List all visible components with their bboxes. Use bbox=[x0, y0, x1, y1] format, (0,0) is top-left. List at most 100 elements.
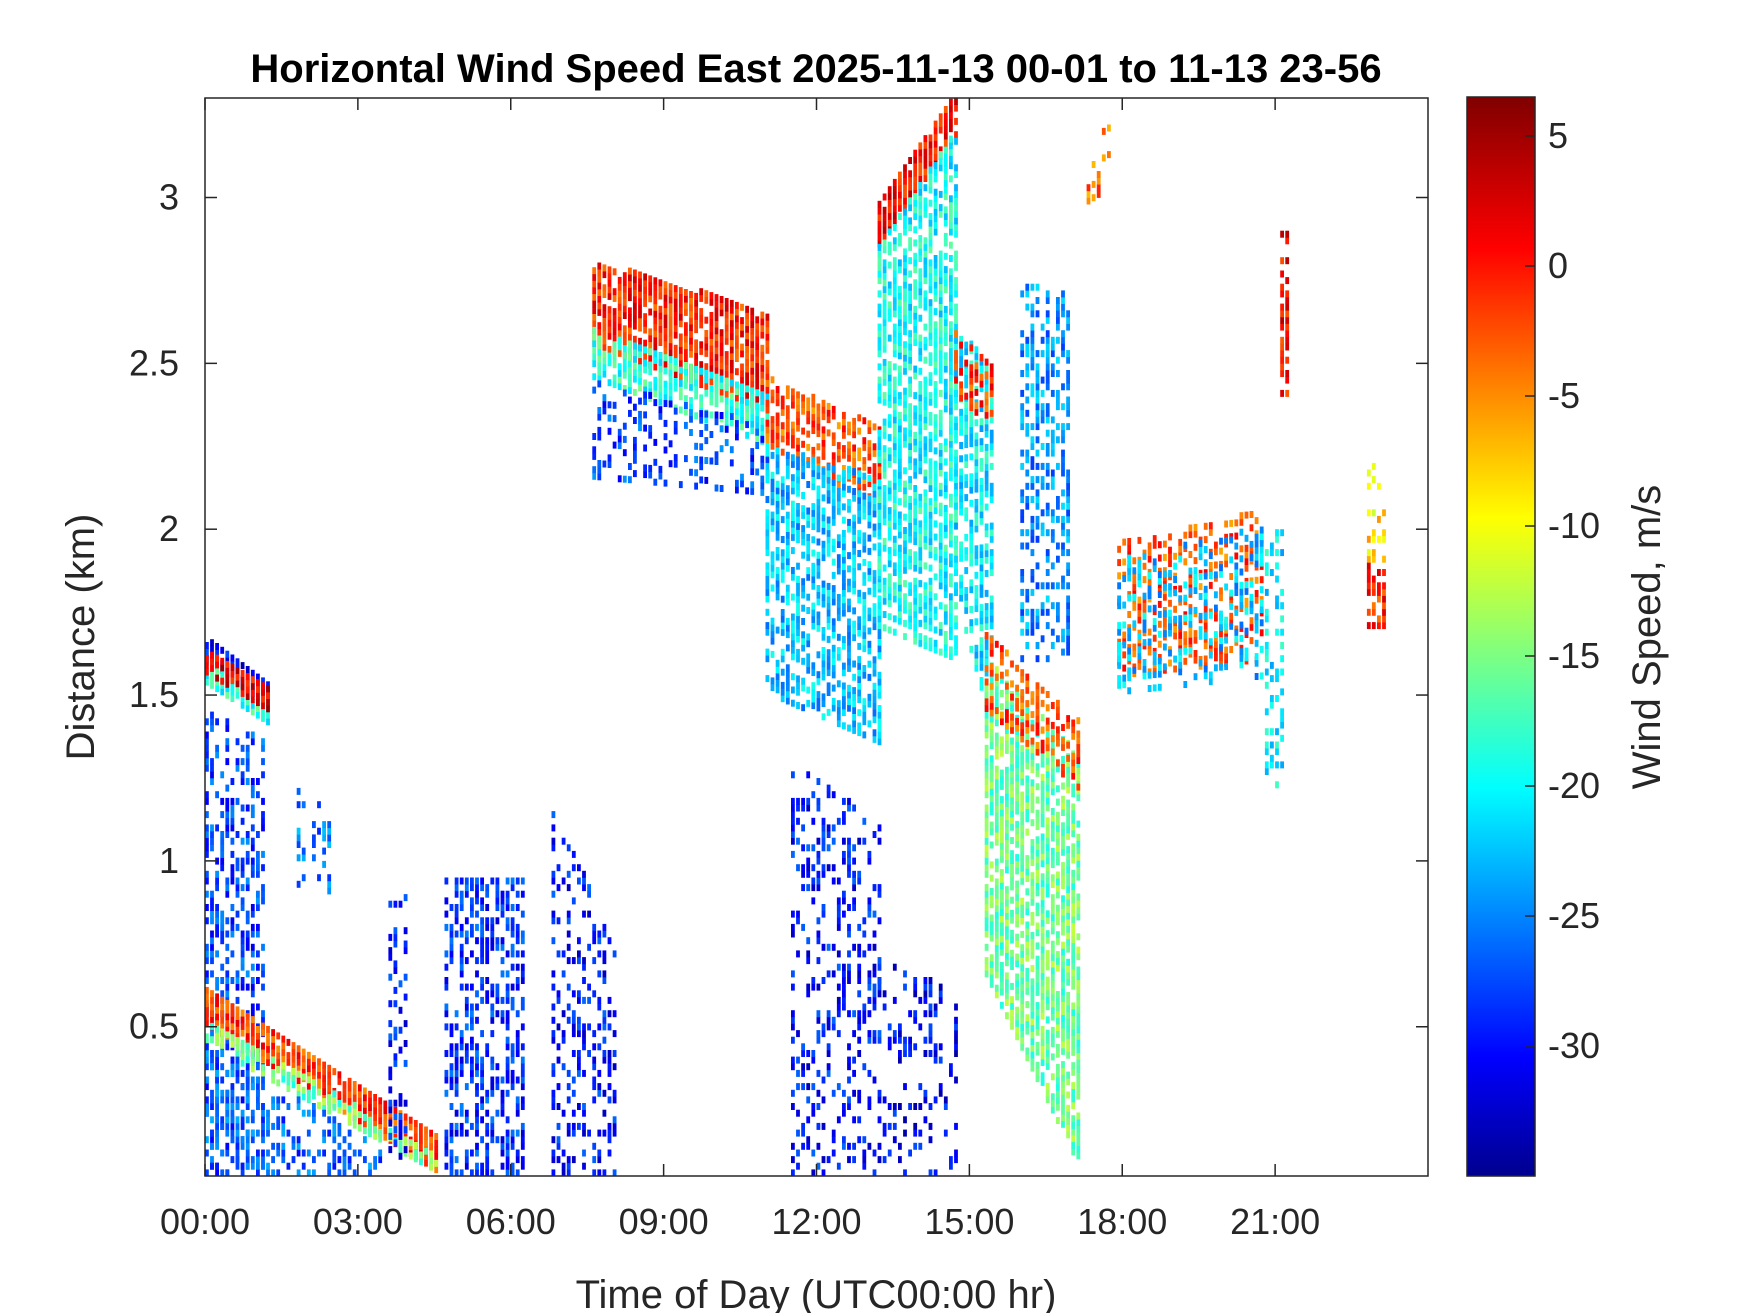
heatmap-cell bbox=[230, 1089, 235, 1097]
heatmap-cell bbox=[699, 374, 704, 382]
heatmap-cell bbox=[500, 1096, 505, 1104]
heatmap-cell bbox=[495, 897, 500, 905]
heatmap-cell bbox=[449, 1063, 454, 1071]
heatmap-cell bbox=[877, 890, 882, 898]
heatmap-cell bbox=[872, 1003, 877, 1011]
heatmap-cell bbox=[908, 376, 912, 384]
heatmap-cell bbox=[903, 308, 907, 316]
heatmap-cell bbox=[964, 381, 969, 389]
heatmap-cell bbox=[215, 1056, 219, 1064]
heatmap-cell bbox=[826, 536, 831, 544]
heatmap-cell bbox=[597, 269, 602, 277]
heatmap-cell bbox=[312, 1079, 316, 1087]
heatmap-cell bbox=[485, 1169, 490, 1176]
heatmap-cell bbox=[510, 904, 515, 911]
heatmap-cell bbox=[877, 343, 882, 351]
heatmap-cell bbox=[459, 1122, 464, 1130]
heatmap-cell bbox=[826, 429, 831, 437]
heatmap-cell bbox=[842, 669, 846, 677]
heatmap-cell bbox=[592, 1063, 597, 1071]
heatmap-cell bbox=[301, 874, 306, 882]
heatmap-cell bbox=[821, 527, 826, 535]
heatmap-cell bbox=[520, 1083, 525, 1091]
heatmap-cell bbox=[785, 664, 790, 672]
heatmap-cell bbox=[276, 1045, 281, 1053]
heatmap-cell bbox=[796, 476, 800, 484]
heatmap-cell bbox=[785, 538, 790, 546]
heatmap-cell bbox=[684, 402, 688, 409]
heatmap-cell bbox=[969, 364, 974, 372]
heatmap-cell bbox=[989, 383, 994, 391]
heatmap-cell bbox=[240, 1009, 245, 1017]
heatmap-cell bbox=[261, 738, 265, 746]
heatmap-cell bbox=[801, 407, 805, 415]
heatmap-cell bbox=[689, 337, 693, 345]
heatmap-cell bbox=[301, 1061, 306, 1069]
heatmap-cell bbox=[735, 479, 739, 487]
heatmap-cell bbox=[933, 208, 938, 216]
heatmap-cell bbox=[225, 1031, 230, 1039]
heatmap-cell bbox=[775, 500, 780, 508]
heatmap-cell bbox=[235, 884, 240, 892]
heatmap-cell bbox=[842, 1089, 846, 1097]
heatmap-cell bbox=[245, 673, 250, 681]
heatmap-cell bbox=[597, 460, 602, 467]
heatmap-cell bbox=[510, 1083, 515, 1091]
heatmap-cell bbox=[954, 1036, 958, 1044]
heatmap-cell bbox=[984, 556, 989, 564]
heatmap-cell bbox=[791, 983, 795, 991]
heatmap-cell bbox=[847, 844, 851, 852]
heatmap-cell bbox=[658, 279, 663, 287]
heatmap-cell bbox=[602, 350, 607, 358]
heatmap-cell bbox=[831, 1149, 836, 1157]
heatmap-cell bbox=[877, 711, 882, 719]
heatmap-cell bbox=[903, 970, 907, 978]
heatmap-cell bbox=[933, 420, 938, 428]
heatmap-cell bbox=[877, 330, 882, 338]
heatmap-cell bbox=[327, 1129, 332, 1137]
heatmap-cell bbox=[684, 408, 688, 416]
heatmap-cell bbox=[296, 1058, 301, 1066]
heatmap-cell bbox=[597, 426, 602, 434]
heatmap-cell bbox=[337, 1077, 342, 1085]
heatmap-cell bbox=[643, 280, 647, 287]
heatmap-cell bbox=[628, 347, 632, 355]
heatmap-cell bbox=[633, 342, 637, 350]
heatmap-cell bbox=[867, 547, 872, 555]
heatmap-cell bbox=[286, 1058, 291, 1066]
heatmap-cell bbox=[918, 420, 923, 428]
heatmap-cell bbox=[887, 1122, 892, 1130]
heatmap-cell bbox=[403, 1120, 408, 1128]
heatmap-cell bbox=[551, 824, 556, 832]
heatmap-cell bbox=[689, 383, 693, 391]
heatmap-cell bbox=[847, 857, 851, 865]
heatmap-cell bbox=[857, 1050, 862, 1057]
heatmap-cell bbox=[903, 540, 907, 548]
heatmap-cell bbox=[867, 508, 872, 516]
heatmap-cell bbox=[892, 628, 897, 636]
heatmap-cell bbox=[296, 880, 301, 888]
heatmap-cell bbox=[633, 417, 637, 424]
heatmap-cell bbox=[857, 709, 862, 717]
heatmap-cell bbox=[842, 556, 846, 564]
heatmap-cell bbox=[964, 533, 969, 541]
heatmap-cell bbox=[765, 496, 770, 503]
heatmap-cell bbox=[826, 669, 831, 677]
heatmap-cell bbox=[668, 329, 673, 337]
heatmap-cell bbox=[281, 1142, 286, 1150]
heatmap-cell bbox=[765, 443, 770, 450]
heatmap-cell bbox=[872, 983, 877, 991]
heatmap-cell bbox=[220, 923, 225, 931]
heatmap-cell bbox=[801, 704, 805, 712]
heatmap-cell bbox=[908, 356, 912, 364]
heatmap-cell bbox=[974, 571, 979, 579]
heatmap-cell bbox=[806, 520, 811, 528]
heatmap-cell bbox=[801, 465, 805, 473]
heatmap-cell bbox=[357, 1104, 362, 1112]
heatmap-cell bbox=[704, 369, 709, 377]
heatmap-cell bbox=[847, 428, 851, 436]
heatmap-cell bbox=[877, 1089, 882, 1097]
heatmap-cell bbox=[250, 1136, 255, 1144]
heatmap-cell bbox=[719, 425, 724, 433]
heatmap-cell bbox=[597, 362, 602, 369]
